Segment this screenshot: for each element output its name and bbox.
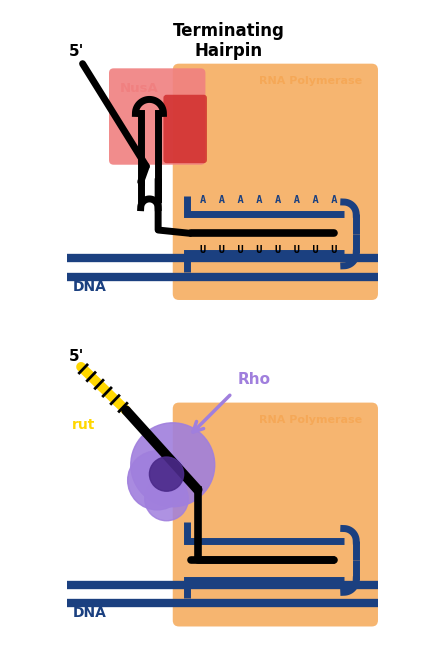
Text: Terminating
Hairpin: Terminating Hairpin [173, 21, 285, 60]
FancyBboxPatch shape [173, 403, 378, 627]
Circle shape [128, 451, 187, 510]
FancyBboxPatch shape [173, 64, 378, 300]
Text: rut: rut [72, 418, 95, 432]
Circle shape [150, 457, 184, 491]
Text: Rho: Rho [238, 372, 271, 387]
Text: RNA Polymerase: RNA Polymerase [259, 415, 362, 425]
Text: RNA Polymerase: RNA Polymerase [259, 76, 362, 86]
Circle shape [131, 423, 215, 507]
Circle shape [145, 477, 188, 521]
Text: 5': 5' [69, 349, 84, 364]
Text: 5': 5' [69, 44, 84, 59]
Text: A  A  A  A  A  A  A  A: A A A A A A A A [200, 195, 338, 205]
Text: NusA: NusA [120, 83, 158, 95]
FancyBboxPatch shape [163, 95, 207, 163]
FancyBboxPatch shape [109, 68, 206, 164]
Text: DNA: DNA [73, 280, 107, 294]
Text: U  U  U  U  U  U  U  U: U U U U U U U U [200, 245, 338, 254]
Text: DNA: DNA [73, 606, 107, 620]
